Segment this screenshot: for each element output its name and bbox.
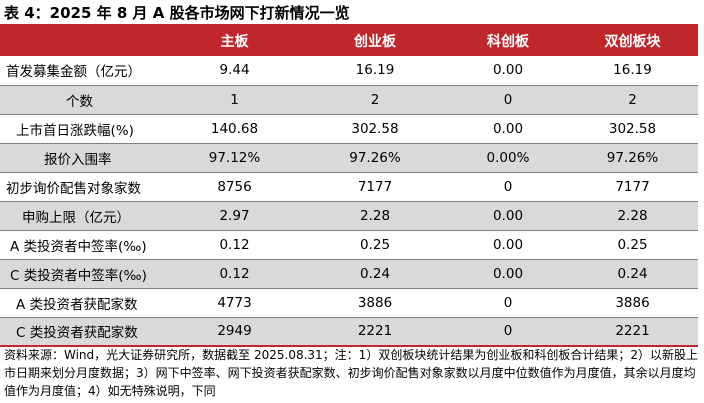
table-row: 上市首日涨跌幅(%) 140.68 302.58 0.00 302.58 (0, 114, 698, 144)
table-row: 申购上限（亿元） 2.97 2.28 0.00 2.28 (0, 201, 698, 231)
row-label: 申购上限（亿元） (0, 201, 168, 231)
table-cell: 2949 (168, 317, 301, 347)
table-cell: 2221 (301, 317, 449, 347)
row-label: 初步询价配售对象家数 (0, 172, 168, 202)
ipo-table: 主板 创业板 科创板 双创板块 首发募集金额（亿元） 9.44 16.19 0.… (0, 26, 698, 347)
row-label: C 类投资者获配家数 (0, 317, 168, 347)
table-cell: 0 (449, 172, 567, 202)
table-cell: 0.00 (449, 259, 567, 289)
table-row: C 类投资者中签率(‰) 0.12 0.24 0.00 0.24 (0, 259, 698, 289)
table-cell: 97.26% (301, 143, 449, 173)
table-cell: 4773 (168, 288, 301, 318)
table-cell: 97.12% (168, 143, 301, 173)
row-label: 报价入围率 (0, 143, 168, 173)
table-cell: 0.25 (301, 230, 449, 260)
table-row: 报价入围率 97.12% 97.26% 0.00% 97.26% (0, 143, 698, 173)
table-cell: 2 (301, 85, 449, 115)
table-cell: 2221 (567, 317, 698, 347)
table-cell: 1 (168, 85, 301, 115)
table-row: A 类投资者获配家数 4773 3886 0 3886 (0, 288, 698, 318)
table-row: 初步询价配售对象家数 8756 7177 0 7177 (0, 172, 698, 202)
header-cell-chinext: 创业板 (354, 34, 396, 50)
table-cell: 2.28 (301, 201, 449, 231)
table-header-row: 主板 创业板 科创板 双创板块 (0, 26, 698, 56)
table-cell: 0.00 (449, 114, 567, 144)
table-cell: 0.12 (168, 230, 301, 260)
table-cell: 2.28 (567, 201, 698, 231)
table-row: C 类投资者获配家数 2949 2221 0 2221 (0, 317, 698, 347)
title-divider (0, 24, 698, 26)
table-cell: 3886 (567, 288, 698, 318)
table-cell: 97.26% (567, 143, 698, 173)
table-cell: 0.00% (449, 143, 567, 173)
table-cell: 302.58 (301, 114, 449, 144)
source-note: 资料来源：Wind，光大证券研究所，数据截至 2025.08.31；注：1）双创… (4, 348, 698, 398)
table-cell: 3886 (301, 288, 449, 318)
table-cell: 0.00 (449, 230, 567, 260)
table-cell: 0.00 (449, 201, 567, 231)
row-label: 个数 (0, 85, 168, 115)
row-label: A 类投资者获配家数 (0, 288, 168, 318)
row-label: 首发募集金额（亿元） (0, 56, 168, 86)
table-cell: 0.24 (567, 259, 698, 289)
table-cell: 0.25 (567, 230, 698, 260)
table-title: 表 4：2025 年 8 月 A 股各市场网下打新情况一览 (4, 4, 350, 22)
table-cell: 0 (449, 288, 567, 318)
table-cell: 16.19 (567, 56, 698, 86)
table-cell: 2 (567, 85, 698, 115)
table-row: 个数 1 2 0 2 (0, 85, 698, 115)
header-cell-star-market: 科创板 (487, 34, 529, 50)
table-cell: 0.12 (168, 259, 301, 289)
table-cell: 0.24 (301, 259, 449, 289)
table-cell: 302.58 (567, 114, 698, 144)
table-cell: 9.44 (168, 56, 301, 86)
table-row: 首发募集金额（亿元） 9.44 16.19 0.00 16.19 (0, 56, 698, 86)
row-label: A 类投资者中签率(‰) (0, 230, 168, 260)
table-cell: 2.97 (168, 201, 301, 231)
header-cell-main-board: 主板 (220, 34, 249, 50)
row-label: C 类投资者中签率(‰) (0, 259, 168, 289)
table-cell: 0 (449, 317, 567, 347)
header-cell-dual-innovation: 双创板块 (604, 34, 661, 50)
table-cell: 0.00 (449, 56, 567, 86)
table-cell: 7177 (567, 172, 698, 202)
table-cell: 8756 (168, 172, 301, 202)
row-label: 上市首日涨跌幅(%) (0, 114, 168, 144)
table-cell: 140.68 (168, 114, 301, 144)
table-cell: 16.19 (301, 56, 449, 86)
header-cell-blank (0, 26, 168, 56)
table-row: A 类投资者中签率(‰) 0.12 0.25 0.00 0.25 (0, 230, 698, 260)
table-cell: 7177 (301, 172, 449, 202)
table-cell: 0 (449, 85, 567, 115)
